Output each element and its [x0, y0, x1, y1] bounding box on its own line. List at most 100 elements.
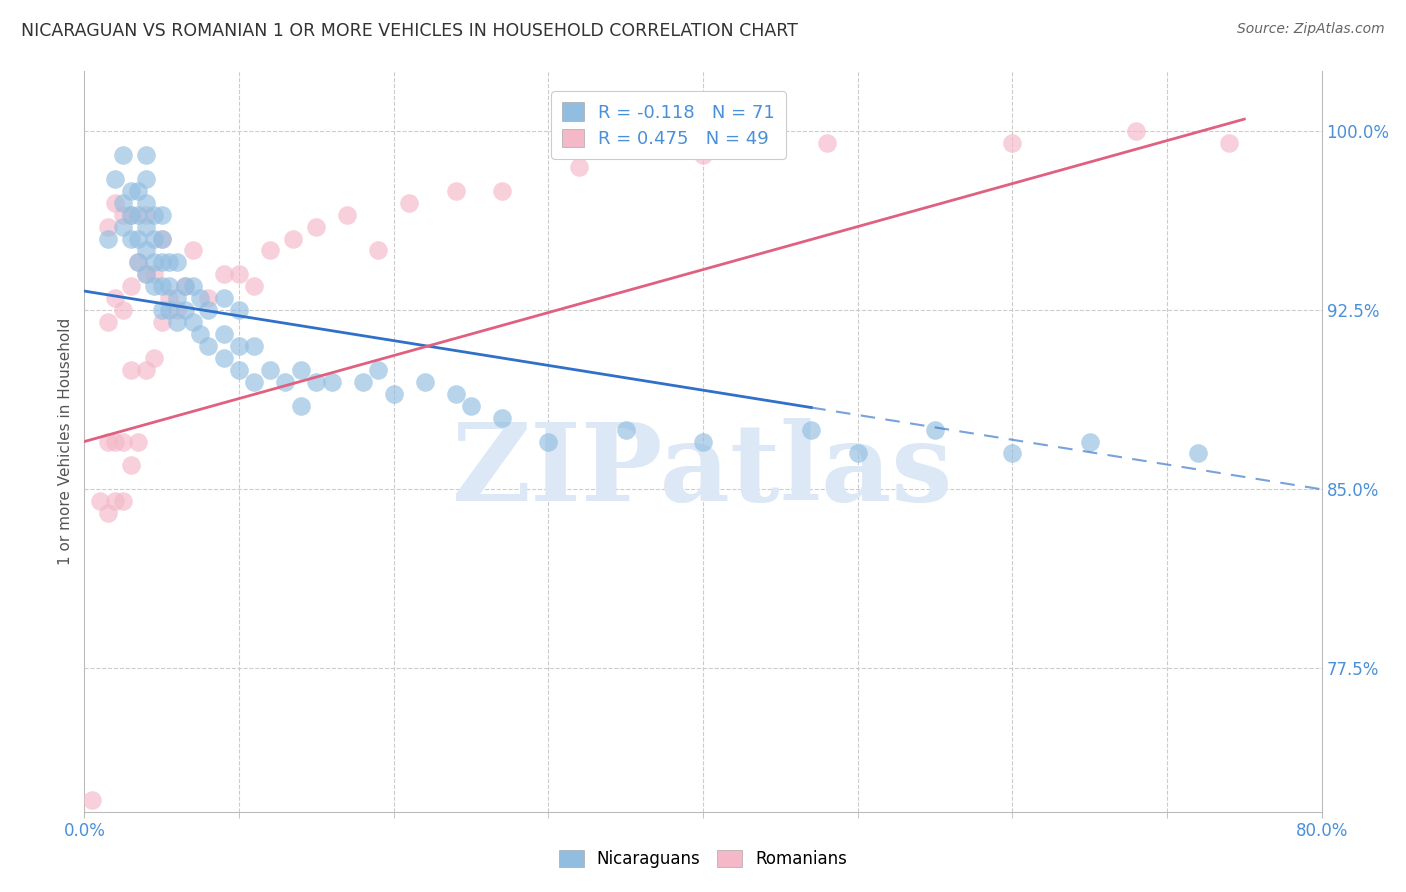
- Point: [321, 375, 343, 389]
- Point: [243, 279, 266, 293]
- Point: [150, 231, 173, 245]
- Point: [150, 208, 173, 222]
- Point: [181, 244, 204, 258]
- Point: [159, 303, 180, 318]
- Point: [491, 184, 513, 198]
- Point: [281, 231, 305, 245]
- Point: [143, 255, 166, 269]
- Point: [127, 434, 149, 449]
- Point: [143, 279, 166, 293]
- Point: [150, 255, 173, 269]
- Point: [120, 231, 142, 245]
- Point: [120, 279, 142, 293]
- Point: [159, 291, 180, 305]
- Point: [127, 255, 149, 269]
- Point: [159, 255, 180, 269]
- Point: [96, 219, 118, 234]
- Point: [159, 279, 180, 293]
- Point: [336, 208, 359, 222]
- Point: [104, 494, 127, 508]
- Point: [104, 291, 127, 305]
- Point: [197, 303, 219, 318]
- Point: [96, 315, 118, 329]
- Legend: Nicaraguans, Romanians: Nicaraguans, Romanians: [551, 843, 855, 875]
- Point: [82, 793, 104, 807]
- Point: [150, 315, 173, 329]
- Point: [120, 208, 142, 222]
- Point: [150, 303, 173, 318]
- Point: [460, 399, 482, 413]
- Point: [846, 446, 869, 460]
- Point: [398, 195, 420, 210]
- Point: [96, 434, 118, 449]
- Point: [181, 279, 204, 293]
- Point: [112, 195, 135, 210]
- Point: [1125, 124, 1147, 138]
- Point: [614, 423, 637, 437]
- Point: [127, 255, 149, 269]
- Point: [135, 148, 157, 162]
- Text: NICARAGUAN VS ROMANIAN 1 OR MORE VEHICLES IN HOUSEHOLD CORRELATION CHART: NICARAGUAN VS ROMANIAN 1 OR MORE VEHICLE…: [21, 22, 799, 40]
- Point: [367, 244, 389, 258]
- Point: [143, 231, 166, 245]
- Point: [112, 434, 135, 449]
- Point: [228, 268, 250, 282]
- Point: [112, 303, 135, 318]
- Point: [112, 148, 135, 162]
- Point: [112, 494, 135, 508]
- Point: [143, 268, 166, 282]
- Point: [127, 208, 149, 222]
- Point: [174, 279, 197, 293]
- Point: [212, 268, 235, 282]
- Point: [537, 434, 560, 449]
- Point: [127, 184, 149, 198]
- Point: [212, 327, 235, 342]
- Point: [305, 219, 328, 234]
- Point: [120, 458, 142, 473]
- Point: [135, 244, 157, 258]
- Point: [444, 386, 467, 401]
- Point: [89, 494, 111, 508]
- Point: [143, 208, 166, 222]
- Point: [1218, 136, 1240, 150]
- Point: [188, 291, 211, 305]
- Point: [174, 303, 197, 318]
- Point: [692, 148, 714, 162]
- Point: [135, 171, 157, 186]
- Point: [491, 410, 513, 425]
- Point: [197, 339, 219, 353]
- Point: [127, 231, 149, 245]
- Point: [228, 363, 250, 377]
- Point: [135, 363, 157, 377]
- Point: [120, 363, 142, 377]
- Point: [692, 434, 714, 449]
- Y-axis label: 1 or more Vehicles in Household: 1 or more Vehicles in Household: [58, 318, 73, 566]
- Point: [228, 339, 250, 353]
- Point: [104, 195, 127, 210]
- Point: [568, 160, 591, 174]
- Point: [259, 244, 281, 258]
- Point: [1078, 434, 1101, 449]
- Point: [243, 375, 266, 389]
- Point: [96, 506, 118, 520]
- Point: [197, 291, 219, 305]
- Point: [104, 434, 127, 449]
- Point: [166, 315, 188, 329]
- Legend: R = -0.118   N = 71, R = 0.475   N = 49: R = -0.118 N = 71, R = 0.475 N = 49: [551, 92, 786, 159]
- Point: [259, 363, 281, 377]
- Point: [228, 303, 250, 318]
- Point: [143, 351, 166, 365]
- Point: [120, 208, 142, 222]
- Point: [212, 351, 235, 365]
- Point: [135, 268, 157, 282]
- Point: [212, 291, 235, 305]
- Point: [104, 171, 127, 186]
- Point: [800, 423, 823, 437]
- Point: [305, 375, 328, 389]
- Point: [1187, 446, 1209, 460]
- Point: [135, 268, 157, 282]
- Point: [135, 208, 157, 222]
- Point: [166, 303, 188, 318]
- Point: [1001, 136, 1024, 150]
- Point: [290, 363, 312, 377]
